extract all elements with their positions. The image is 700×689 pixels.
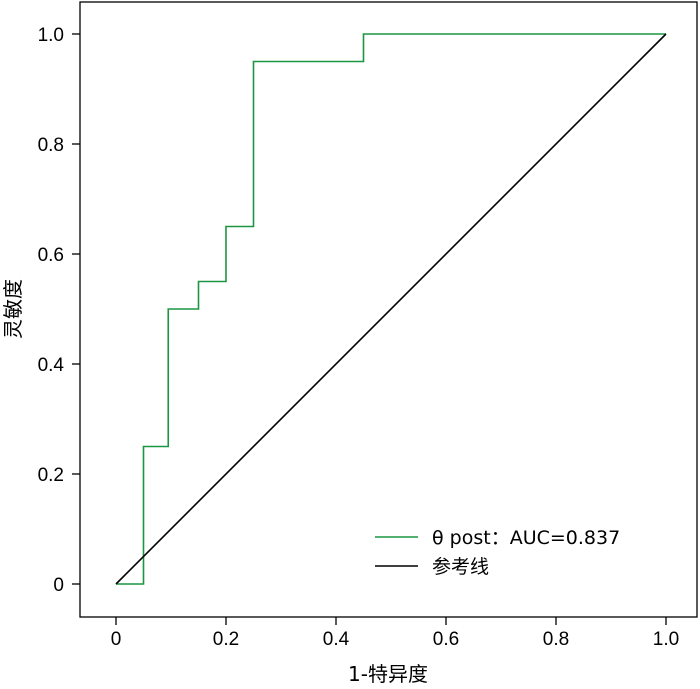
x-tick-label: 0.6 (433, 629, 459, 650)
legend: θ post：AUC=0.837 参考线 (375, 527, 620, 578)
x-tick-label: 0.2 (213, 629, 239, 650)
plot-frame (79, 1, 698, 618)
y-tick-label: 0.2 (38, 465, 64, 486)
x-tick-label: 1.0 (653, 629, 679, 650)
legend-label-roc: θ post：AUC=0.837 (432, 527, 620, 549)
roc-curve-line (116, 33, 666, 585)
legend-label-reference: 参考线 (432, 556, 489, 578)
y-tick-label: 0 (53, 575, 64, 596)
y-axis-ticks: 0 0.2 0.4 0.6 0.8 1.0 (38, 25, 80, 596)
x-axis-title: 1-特异度 (348, 662, 428, 686)
y-tick-label: 1.0 (38, 25, 64, 46)
x-axis-ticks: 0 0.2 0.4 0.6 0.8 1.0 (111, 617, 679, 650)
series-layer (115, 33, 667, 585)
x-tick-label: 0 (111, 629, 122, 650)
x-tick-label: 0.4 (323, 629, 350, 650)
y-tick-label: 0.6 (38, 245, 64, 266)
y-axis-title: 灵敏度 (1, 279, 25, 339)
reference-line (115, 33, 667, 585)
y-tick-label: 0.8 (38, 135, 64, 156)
x-tick-label: 0.8 (543, 629, 569, 650)
y-tick-label: 0.4 (38, 355, 65, 376)
